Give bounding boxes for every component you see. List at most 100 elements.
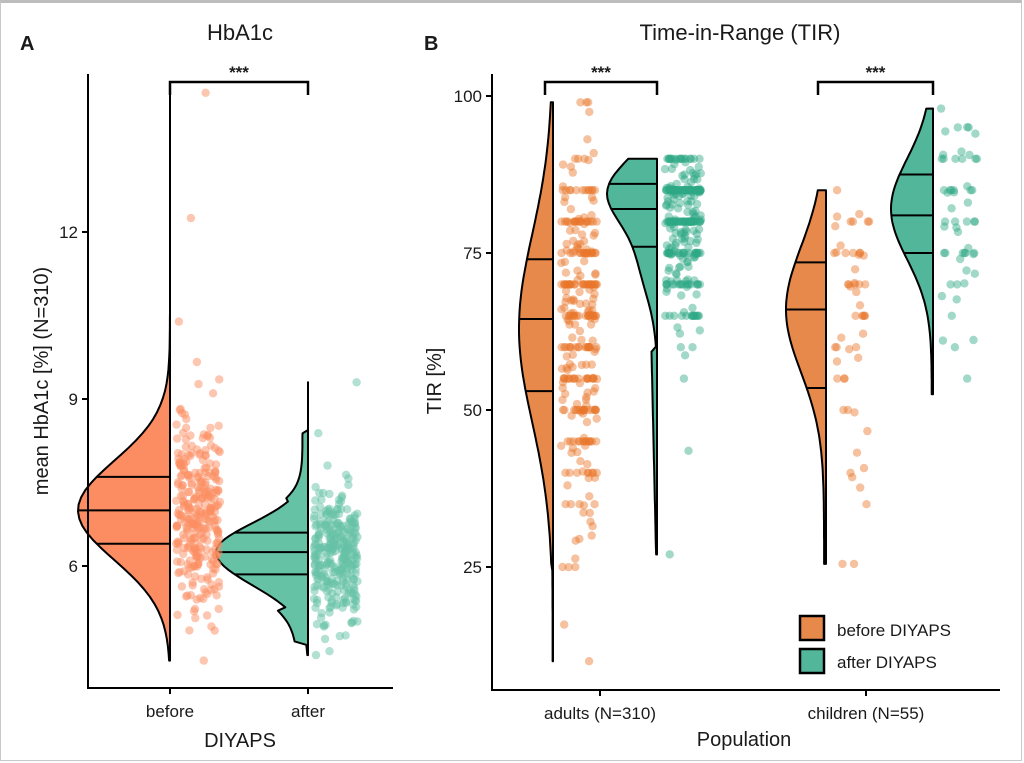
panel-b-adults-after-point bbox=[689, 226, 698, 235]
panel-b-adults-after-point bbox=[668, 186, 678, 195]
panel-b-adults-after-point bbox=[686, 154, 695, 163]
panel-b-adults-after-point bbox=[683, 257, 692, 266]
panel-b-adults-after-point bbox=[682, 311, 691, 320]
panel-b-adults-after-point bbox=[690, 276, 699, 285]
panel-b-adults-after-point bbox=[672, 186, 681, 195]
panel-b-adults-before-point bbox=[591, 311, 600, 320]
panel-b-adults-before-point bbox=[587, 311, 596, 320]
panel-b-children-after-point bbox=[940, 222, 949, 231]
panel-b-children-after-point bbox=[963, 182, 972, 191]
legend-swatch-before bbox=[798, 614, 826, 642]
panel-b-adults-after-point bbox=[690, 253, 699, 262]
panel-b-adults-before-point bbox=[581, 441, 590, 450]
panel-b-children-before-point bbox=[863, 217, 873, 226]
panel-b-adults-before-point bbox=[591, 280, 600, 289]
panel-b-children-before-point bbox=[862, 500, 871, 509]
panel-b-children-after-point bbox=[960, 248, 969, 258]
panel-b-adults-after-point bbox=[684, 280, 693, 289]
panel-a-before-point bbox=[197, 574, 206, 583]
panel-b-adults-after-point bbox=[664, 154, 674, 163]
panel-b-adults-after-point bbox=[680, 170, 689, 179]
panel-b-adults-before-point bbox=[588, 336, 597, 345]
panel-b-adults-before-point bbox=[592, 437, 601, 446]
panel-b-adults-after-point bbox=[680, 175, 689, 184]
panel-b-adults-after-point bbox=[678, 189, 687, 199]
panel-a-significance-bracket bbox=[168, 80, 310, 95]
panel-b-significance: *** *** bbox=[543, 63, 935, 95]
panel-b-adults-after-point bbox=[696, 211, 705, 220]
panel-b-adults-after-point bbox=[663, 217, 672, 226]
panel-b-adults-before-point bbox=[564, 563, 573, 572]
panel-b-adults-after-point bbox=[669, 222, 679, 232]
panel-b-adults-after-point bbox=[694, 248, 704, 258]
panel-b-adults-before-point bbox=[579, 508, 588, 517]
panel-b-adults-after-point bbox=[671, 186, 681, 195]
panel-a-before-point bbox=[182, 414, 191, 424]
panel-b-adults-before-point bbox=[575, 299, 585, 309]
panel-b-adults-before-point bbox=[558, 378, 568, 387]
panel-b-adults-after-point bbox=[671, 155, 680, 164]
panel-b-adults-after-point bbox=[663, 197, 673, 206]
panel-a-before-point bbox=[192, 445, 202, 454]
panel-b-adults-before-point bbox=[573, 266, 582, 275]
panel-b-adults-after-point bbox=[692, 169, 701, 179]
panel-b-adults-after-point bbox=[684, 280, 693, 289]
panel-b-adults-after-point bbox=[682, 217, 692, 226]
panel-b-adults-before-point bbox=[588, 217, 598, 226]
panel-a-before-point bbox=[206, 507, 215, 516]
panel-b-adults-before-point bbox=[580, 219, 589, 229]
panel-b-adults-after-point bbox=[672, 270, 681, 279]
panel-b-adults-before-point bbox=[560, 257, 570, 267]
panel-b-adults-after-point bbox=[686, 236, 695, 246]
panel-b-adults-before-point bbox=[567, 296, 576, 305]
panel-b-adults-before-point bbox=[567, 411, 576, 420]
panel-a-after-point bbox=[347, 564, 356, 573]
panel-b-children-before-point bbox=[855, 248, 864, 258]
panel-b-adults-after-point bbox=[662, 186, 671, 195]
panel-b-adults-before-point bbox=[558, 395, 567, 405]
panel-b-adults-after-point bbox=[666, 186, 675, 195]
panel-b-adults-after-point bbox=[660, 164, 670, 174]
panel-b-adults-before-point bbox=[560, 197, 569, 207]
panel-a-before-point bbox=[172, 434, 182, 443]
panel-b-adults-after-point bbox=[668, 280, 677, 289]
panel-b-adults-after-point bbox=[669, 217, 678, 226]
panel-b-adults-after-point bbox=[694, 162, 703, 172]
panel-b-children-after-point bbox=[970, 217, 979, 226]
panel-a-after-point bbox=[317, 573, 326, 582]
panel-b-adults-after-point bbox=[670, 217, 679, 226]
panel-b-children-before-point bbox=[864, 217, 874, 226]
panel-b-adults-before-point bbox=[570, 311, 579, 320]
panel-a-before-point bbox=[200, 483, 209, 493]
panel-a-after-point bbox=[326, 602, 335, 611]
panel-b-children-before-point bbox=[832, 186, 842, 195]
panel-b-adults-before-point bbox=[558, 182, 568, 191]
panel-b-adults-before-point bbox=[576, 217, 585, 226]
panel-b-adults-before-point bbox=[569, 308, 578, 318]
panel-b-adults-after-point bbox=[680, 186, 689, 195]
panel-b-adults-before-point bbox=[558, 160, 568, 169]
panel-b-adults-after-point bbox=[664, 183, 673, 193]
panel-b-adults-before-point bbox=[557, 280, 566, 289]
panel-b-adults-after-point bbox=[677, 234, 687, 243]
panel-b-adults-before-point bbox=[560, 343, 569, 352]
panel-b-children-after-point bbox=[938, 336, 948, 345]
panel-b-adults-before-point bbox=[585, 306, 594, 315]
panel-a-after-point bbox=[311, 650, 321, 660]
panel-a-before-point bbox=[191, 613, 200, 623]
panel-b-adults-after-point bbox=[686, 186, 695, 195]
panel-b-adults-after-point bbox=[693, 235, 702, 244]
panel-b-adults-before-point bbox=[565, 360, 575, 369]
panel-b-children-after-point bbox=[951, 154, 960, 163]
panel-b-adults-after-point bbox=[672, 186, 682, 195]
panel-b-adults-after-point bbox=[671, 189, 680, 199]
panel-b-adults-after-point bbox=[692, 186, 702, 195]
panel-b-adults-before-point bbox=[575, 534, 584, 544]
panel-a-before-point bbox=[179, 498, 188, 507]
panel-b-adults-before-point bbox=[563, 374, 572, 383]
legend-label-after: after DIYAPS bbox=[837, 653, 937, 672]
panel-b-children-after-point bbox=[939, 248, 949, 258]
panel-a-before-point bbox=[199, 594, 208, 604]
panel-b-children-before-point bbox=[858, 311, 867, 320]
panel-b-adults-before-point bbox=[583, 468, 592, 477]
